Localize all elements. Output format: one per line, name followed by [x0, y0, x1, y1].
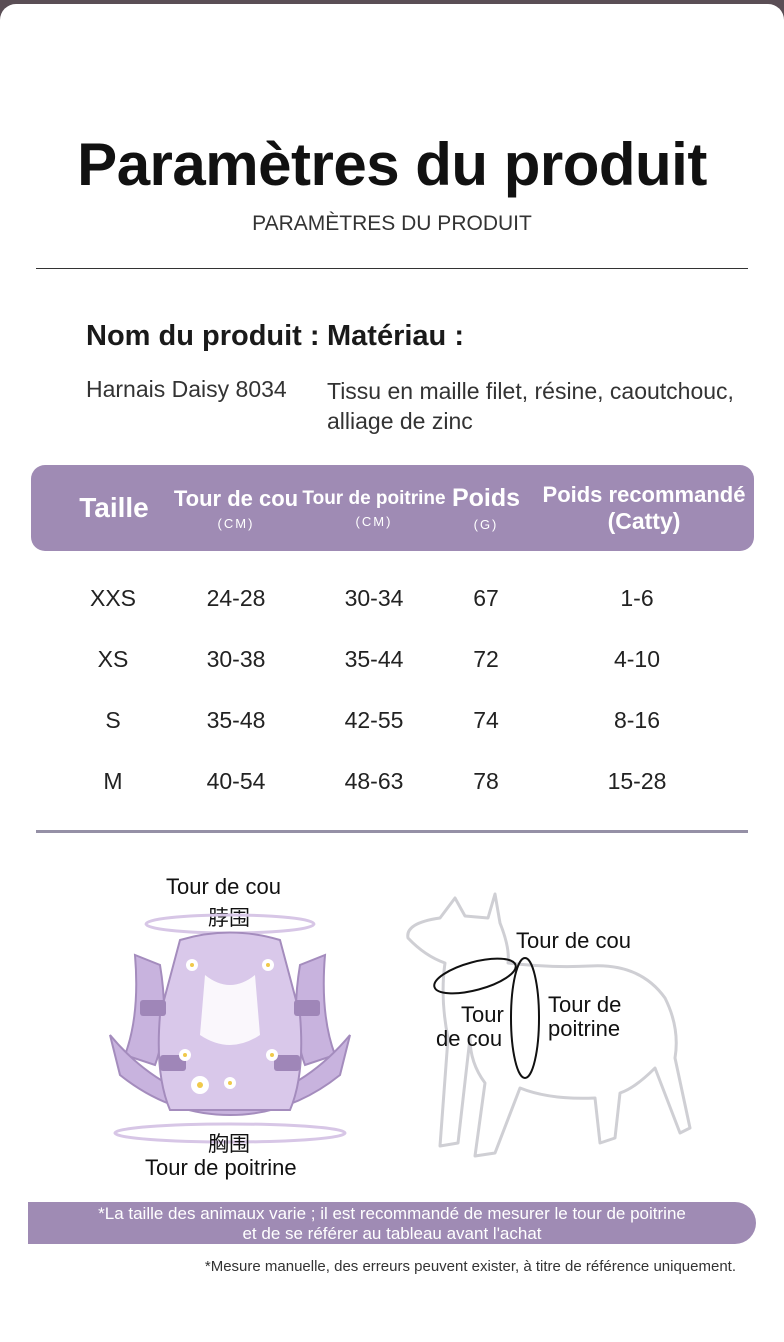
- dog-neck-label-side-1: Tour: [461, 1002, 504, 1027]
- cell-recommended: 1-6: [620, 585, 654, 611]
- header-chest: Tour de poitrine (CM): [302, 487, 446, 529]
- cell-weight: 78: [473, 768, 499, 794]
- dog-neck-label-top: Tour de cou: [516, 928, 631, 953]
- cell-weight: 72: [473, 646, 499, 672]
- header-neck: Tour de cou (CM): [173, 485, 299, 531]
- material-label: Matériau :: [327, 320, 464, 352]
- cell-recommended: 15-28: [607, 768, 667, 794]
- top-divider: [36, 268, 748, 269]
- header-recommended: Poids recommandé (Catty): [542, 481, 746, 534]
- product-card: [0, 4, 784, 1342]
- table-row: M 40-54 48-63 78 15-28: [31, 761, 754, 801]
- cell-neck: 40-54: [206, 768, 266, 794]
- cell-neck: 35-48: [206, 707, 266, 733]
- product-name-value: Harnais Daisy 8034: [86, 376, 287, 402]
- harness-neck-label-cn: 脖围: [208, 907, 250, 930]
- harness-illustration: [109, 913, 351, 1144]
- banner-line-1: *La taille des animaux varie ; il est re…: [98, 1204, 686, 1223]
- header-weight: Poids (G): [451, 484, 521, 532]
- size-table-header: Taille Tour de cou (CM) Tour de poitrine…: [31, 465, 754, 551]
- cell-recommended: 8-16: [613, 707, 661, 733]
- cell-neck: 30-38: [206, 646, 266, 672]
- page-subtitle: PARAMÈTRES DU PRODUIT: [252, 212, 532, 235]
- cell-chest: 35-44: [344, 646, 404, 672]
- dog-illustration: [406, 892, 692, 1158]
- cell-recommended: 4-10: [613, 646, 661, 672]
- cell-chest: 30-34: [344, 585, 404, 611]
- table-row: S 35-48 42-55 74 8-16: [31, 700, 754, 740]
- dog-neck-label-side-2: de cou: [436, 1026, 503, 1051]
- dog-chest-label-1: Tour de: [548, 992, 622, 1017]
- cell-size: XXS: [89, 585, 137, 611]
- table-row: XXS 24-28 30-34 67 1-6: [31, 578, 754, 618]
- measurement-footnote: *Mesure manuelle, des erreurs peuvent ex…: [204, 1258, 736, 1275]
- cell-weight: 74: [473, 707, 499, 733]
- material-value: Tissu en maille filet, résine, caoutchou…: [327, 378, 734, 434]
- banner-line-2: et de se référer au tableau avant l'acha…: [242, 1224, 542, 1243]
- header-size: Taille: [79, 492, 149, 523]
- cell-size: S: [105, 707, 121, 733]
- page-title: Paramètres du produit: [77, 131, 707, 198]
- cell-size: M: [103, 768, 123, 794]
- cell-chest: 48-63: [344, 768, 404, 794]
- harness-neck-label-fr: Tour de cou: [166, 874, 281, 899]
- dog-chest-label-2: poitrine: [548, 1016, 621, 1041]
- harness-chest-label-fr: Tour de poitrine: [145, 1155, 297, 1180]
- harness-chest-label-cn: 胸围: [208, 1133, 250, 1156]
- size-advice-banner: *La taille des animaux varie ; il est re…: [28, 1202, 756, 1244]
- cell-size: XS: [97, 646, 129, 672]
- cell-weight: 67: [473, 585, 499, 611]
- product-name-label: Nom du produit :: [86, 320, 320, 352]
- cell-chest: 42-55: [344, 707, 404, 733]
- table-row: XS 30-38 35-44 72 4-10: [31, 639, 754, 679]
- middle-divider: [36, 830, 748, 833]
- cell-neck: 24-28: [206, 585, 266, 611]
